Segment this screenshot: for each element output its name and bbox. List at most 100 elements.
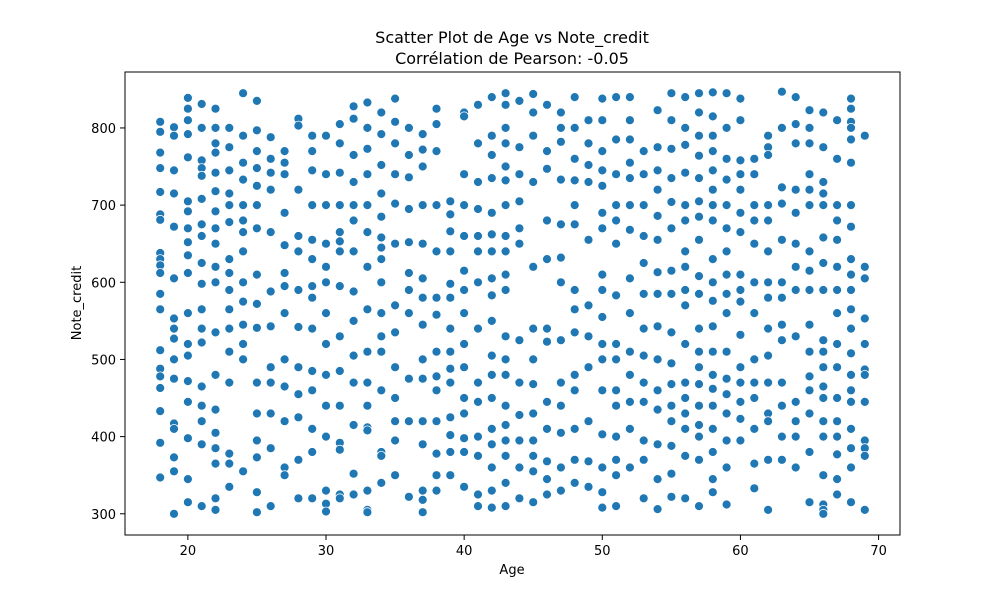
data-point-611 — [707, 346, 718, 357]
data-point-350 — [473, 231, 483, 241]
data-point-545 — [652, 474, 663, 485]
data-point-742 — [832, 153, 842, 164]
data-point-88 — [210, 443, 221, 454]
x-tick-label-2: 40 — [456, 544, 473, 559]
data-point-575 — [680, 393, 691, 403]
data-point-339 — [459, 339, 470, 349]
data-point-23 — [169, 188, 179, 199]
data-point-357 — [473, 450, 483, 461]
data-point-434 — [542, 489, 552, 500]
data-point-721 — [804, 497, 815, 508]
data-point-290 — [417, 161, 428, 172]
data-point-287 — [403, 491, 414, 502]
data-point-673 — [763, 323, 773, 334]
data-point-192 — [321, 238, 331, 249]
data-point-569 — [680, 246, 691, 257]
data-point-209 — [334, 246, 345, 257]
data-point-309 — [431, 309, 442, 320]
data-point-345 — [459, 481, 470, 492]
data-point-395 — [500, 450, 511, 461]
data-point-416 — [528, 354, 539, 365]
data-point-480 — [597, 269, 608, 280]
data-point-327 — [445, 412, 456, 423]
data-point-131 — [251, 322, 262, 333]
data-point-198 — [321, 400, 331, 411]
data-point-230 — [348, 468, 359, 479]
data-point-366 — [486, 246, 497, 257]
data-point-372 — [486, 393, 497, 403]
data-point-604 — [707, 184, 718, 195]
data-point-534 — [652, 165, 663, 176]
data-point-406 — [514, 410, 525, 420]
data-point-596 — [694, 431, 704, 442]
data-point-317 — [445, 196, 456, 207]
data-point-680 — [777, 86, 787, 97]
data-point-80 — [210, 223, 221, 234]
data-point-727 — [818, 232, 829, 243]
data-point-297 — [417, 373, 428, 384]
data-point-493 — [611, 200, 621, 211]
data-point-342 — [459, 408, 470, 419]
data-point-655 — [749, 215, 760, 226]
data-point-106 — [224, 458, 235, 469]
data-point-581 — [694, 107, 704, 118]
data-point-523 — [638, 258, 649, 268]
data-point-208 — [334, 236, 345, 247]
data-point-563 — [680, 92, 691, 102]
data-point-383 — [500, 175, 511, 186]
data-point-306 — [431, 200, 442, 211]
data-point-736 — [818, 431, 829, 442]
data-point-47 — [182, 308, 193, 319]
data-point-121 — [238, 466, 249, 477]
y-tick-label-2: 500 — [91, 353, 116, 368]
data-point-561 — [666, 468, 677, 479]
data-point-235 — [362, 169, 373, 180]
data-point-716 — [804, 346, 815, 357]
data-point-495 — [611, 238, 621, 249]
data-point-686 — [777, 292, 787, 303]
data-point-252 — [376, 211, 387, 222]
data-point-386 — [500, 246, 511, 257]
data-point-777 — [846, 497, 856, 508]
data-point-144 — [265, 321, 276, 332]
data-point-301 — [417, 494, 428, 505]
data-point-194 — [321, 277, 331, 288]
data-point-758 — [846, 103, 856, 114]
data-point-519 — [638, 146, 649, 157]
data-point-188 — [307, 493, 318, 504]
data-point-668 — [763, 200, 773, 211]
data-point-115 — [238, 246, 249, 257]
data-point-670 — [763, 246, 773, 257]
data-point-351 — [473, 246, 483, 257]
data-point-289 — [417, 144, 428, 155]
data-point-586 — [694, 211, 704, 222]
data-point-63 — [196, 258, 207, 268]
data-point-482 — [597, 312, 608, 322]
data-point-567 — [680, 200, 691, 211]
data-point-418 — [528, 408, 539, 419]
data-point-338 — [459, 308, 470, 319]
data-point-168 — [293, 285, 304, 295]
data-point-149 — [265, 501, 276, 512]
data-point-127 — [251, 200, 262, 211]
data-point-454 — [569, 285, 580, 295]
data-point-515 — [625, 369, 635, 380]
data-point-384 — [500, 200, 511, 211]
data-point-325 — [445, 363, 456, 374]
data-point-629 — [721, 346, 732, 357]
data-point-731 — [818, 346, 829, 357]
data-point-367 — [486, 273, 497, 284]
data-point-195 — [321, 308, 331, 319]
data-point-269 — [390, 238, 401, 249]
data-point-756 — [832, 489, 842, 500]
data-point-648 — [735, 377, 746, 388]
data-point-300 — [417, 485, 428, 496]
data-point-699 — [790, 261, 801, 272]
data-point-101 — [224, 304, 235, 315]
data-point-412 — [528, 130, 539, 141]
data-point-526 — [638, 350, 649, 361]
data-point-712 — [804, 246, 815, 257]
data-point-358 — [473, 489, 483, 500]
data-point-562 — [666, 491, 677, 502]
data-point-162 — [279, 470, 290, 481]
